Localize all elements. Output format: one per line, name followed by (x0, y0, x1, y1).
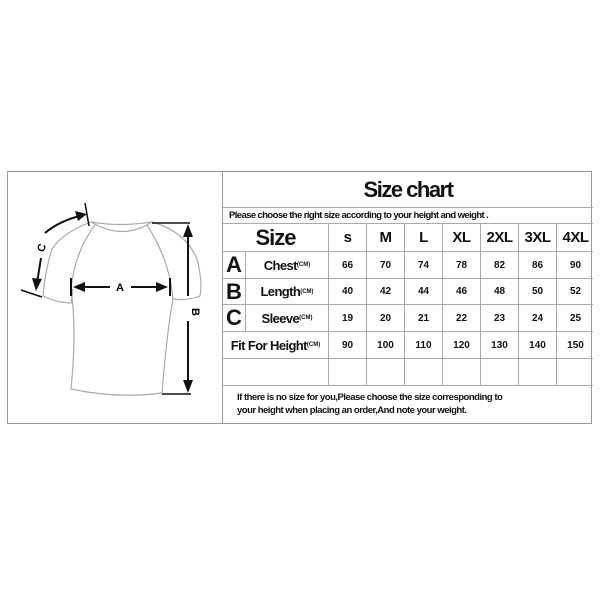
empty-cell (404, 359, 442, 385)
measure-unit: (CM) (299, 315, 313, 321)
measure-name: Sleeve (261, 310, 300, 326)
label-b: B (189, 308, 201, 316)
size-header-row: Size s M L XL 2XL 3XL 4XL (223, 224, 593, 252)
empty-cell (556, 359, 594, 385)
empty-cell (518, 359, 556, 385)
measure-label: Chest (CM) (245, 252, 328, 278)
value-cell: 21 (404, 305, 442, 331)
value-cell: 46 (442, 279, 480, 304)
empty-cell (480, 359, 518, 385)
value-cell: 90 (556, 252, 594, 278)
empty-cell (366, 359, 404, 385)
value-cell: 90 (328, 332, 366, 358)
size-col-xl: XL (442, 224, 480, 251)
size-col-s: s (328, 224, 366, 251)
value-cell: 48 (480, 279, 518, 304)
value-cell: 120 (442, 332, 480, 358)
size-note: If there is no size for you,Please choos… (237, 391, 503, 417)
chart-subtitle: Please choose the right size according t… (223, 208, 593, 224)
value-cell: 50 (518, 279, 556, 304)
measure-letter: A (226, 252, 242, 277)
measure-label: Length (CM) (245, 279, 328, 304)
value-cell: 70 (366, 252, 404, 278)
value-cell: 44 (404, 279, 442, 304)
measure-name: Length (260, 284, 301, 299)
measure-unit: (CM) (300, 288, 314, 295)
value-cell: 78 (442, 252, 480, 278)
measure-unit: (CM) (296, 262, 311, 268)
value-cell: 140 (518, 332, 556, 358)
chart-title: Size chart (223, 171, 593, 208)
size-table: Size chart Please choose the right size … (222, 171, 593, 424)
value-cell: 42 (366, 279, 404, 304)
measure-letter: C (226, 305, 242, 330)
value-cell: 82 (480, 252, 518, 278)
size-col-m: M (366, 224, 404, 251)
table-row: C Sleeve (CM) 19 20 21 22 23 24 25 (223, 305, 593, 332)
empty-cell (442, 359, 480, 385)
measure-label: Fit For Height (CM) (223, 332, 328, 358)
value-cell: 100 (366, 332, 404, 358)
value-cell: 22 (442, 305, 480, 331)
measure-unit: (CM) (306, 342, 321, 348)
size-col-3xl: 3XL (518, 224, 556, 251)
measure-label: Sleeve (CM) (245, 305, 328, 331)
empty-cell (223, 359, 328, 385)
table-row: A Chest (CM) 66 70 74 78 82 86 90 (223, 252, 593, 279)
measure-name: Chest (263, 257, 298, 273)
size-chart-frame (7, 171, 592, 424)
measure-letter: B (226, 278, 242, 304)
value-cell: 86 (518, 252, 556, 278)
value-cell: 19 (328, 305, 366, 331)
value-cell: 52 (556, 279, 594, 304)
table-row: B Length (CM) 40 42 44 46 48 50 52 (223, 279, 593, 305)
value-cell: 150 (556, 332, 594, 358)
size-header: Size (255, 224, 296, 250)
value-cell: 25 (556, 305, 594, 331)
note-line-1: If there is no size for you,Please choos… (237, 392, 503, 403)
value-cell: 74 (404, 252, 442, 278)
value-cell: 23 (480, 305, 518, 331)
value-cell: 66 (328, 252, 366, 278)
value-cell: 40 (328, 279, 366, 304)
label-a: A (116, 282, 124, 294)
tshirt-diagram: A B C (20, 202, 202, 396)
empty-cell (328, 359, 366, 385)
value-cell: 110 (404, 332, 442, 358)
value-cell: 130 (480, 332, 518, 358)
size-col-4xl: 4XL (556, 224, 594, 251)
value-cell: 24 (518, 305, 556, 331)
value-cell: 20 (366, 305, 404, 331)
size-col-2xl: 2XL (480, 224, 518, 251)
empty-row (223, 359, 593, 386)
size-col-l: L (404, 224, 442, 251)
label-c: C (35, 242, 49, 254)
measure-name: Fit For Height (230, 337, 308, 353)
tshirt-outline (42, 221, 202, 396)
table-row: Fit For Height (CM) 90 100 110 120 130 140 150 (223, 332, 593, 359)
note-line-2: your height when placing an order,And no… (237, 405, 467, 416)
